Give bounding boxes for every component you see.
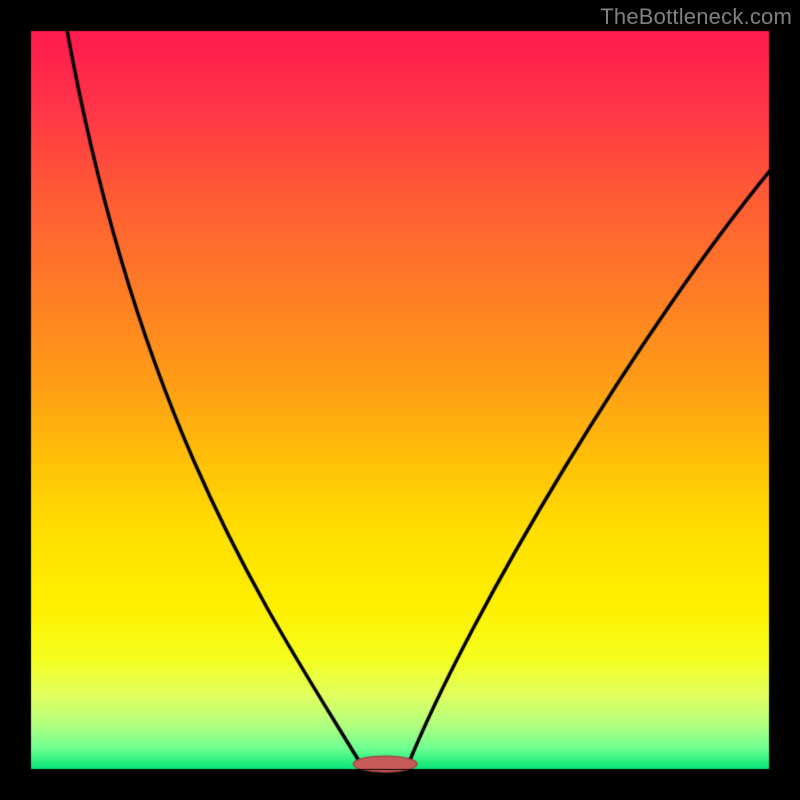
watermark-text: TheBottleneck.com [600,4,792,30]
bottleneck-chart [0,0,800,800]
